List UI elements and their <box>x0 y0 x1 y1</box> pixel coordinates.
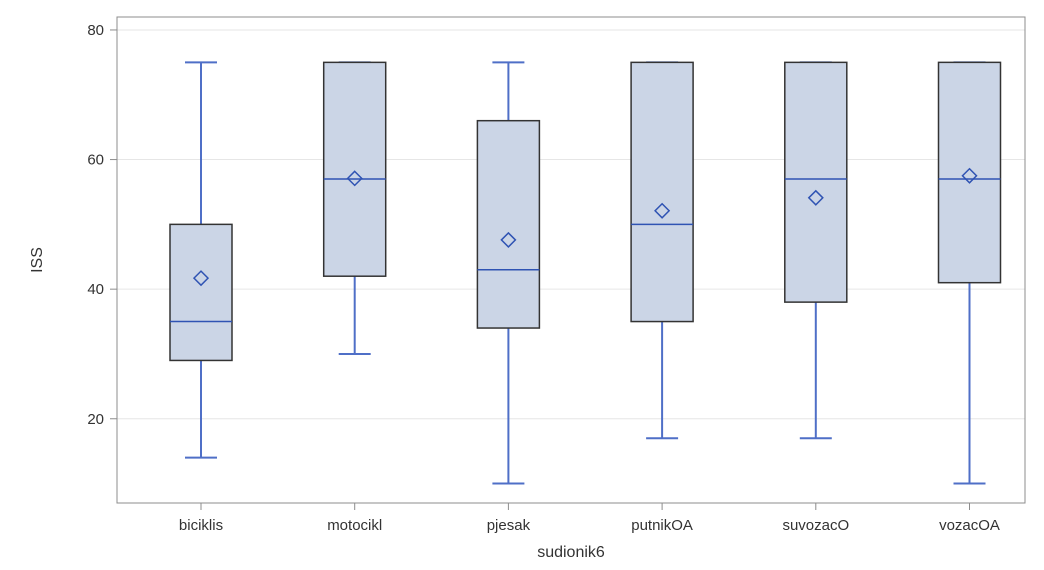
mean-marker-motocikl <box>346 170 363 187</box>
y-tick-label-60: 60 <box>87 152 104 169</box>
x-axis: biciklis motocikl pjesak putnikOA suvozacO vo… <box>179 503 1000 534</box>
x-tick-label-pjesak: pjesak <box>487 517 531 534</box>
box-biciklis <box>169 61 233 459</box>
iqr-box-putnikOA <box>630 61 694 323</box>
boxes <box>169 61 1002 485</box>
y-tick-label-20: 20 <box>87 411 104 428</box>
x-tick-label-motocikl: motocikl <box>327 517 382 534</box>
box-putnikOA <box>630 61 694 440</box>
x-tick-label-suvozacO: suvozacO <box>782 517 849 534</box>
x-tick-label-biciklis: biciklis <box>179 517 223 534</box>
grid-lines <box>117 29 1025 420</box>
x-tick-label-putnikOA: putnikOA <box>631 517 693 534</box>
y-tick-label-40: 40 <box>87 281 104 298</box>
box-suvozacO <box>784 61 848 440</box>
mean-marker-putnikOA <box>654 202 671 219</box>
iqr-box-motocikl <box>322 61 387 277</box>
x-axis-title: sudionik6 <box>537 544 605 561</box>
iqr-box-biciklis <box>169 223 233 362</box>
box-vozacOA <box>937 61 1002 485</box>
mean-marker-pjesak <box>500 231 517 248</box>
mean-marker-suvozacO <box>807 189 824 206</box>
plot-area-frame <box>116 16 1026 504</box>
y-axis: 20 40 60 80 <box>87 22 117 428</box>
mean-marker-biciklis <box>192 270 210 287</box>
x-tick-label-vozacOA: vozacOA <box>939 517 1000 534</box>
box-motocikl <box>322 61 387 355</box>
iqr-box-suvozacO <box>784 61 848 303</box>
mean-marker-vozacOA <box>961 167 978 184</box>
iqr-box-vozacOA <box>937 61 1002 284</box>
iqr-box-pjesak <box>476 119 541 329</box>
box-pjesak <box>476 61 541 485</box>
y-axis-title: ISS <box>29 247 46 273</box>
y-tick-label-80: 80 <box>87 22 104 39</box>
